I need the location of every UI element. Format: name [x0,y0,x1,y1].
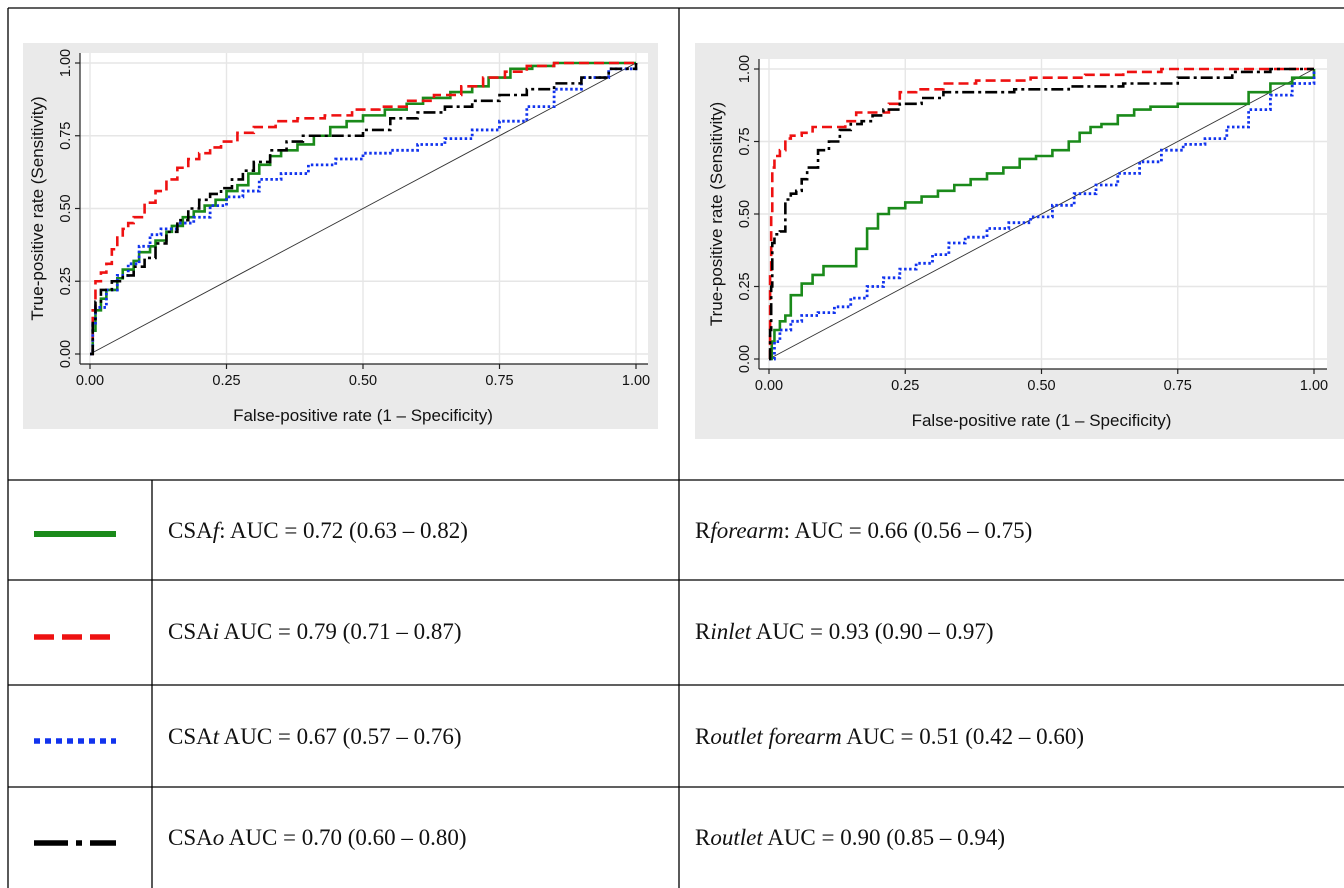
y-tick-label: 0.75 [737,127,753,155]
roc-chart-ratio: 0.000.00 0.25 0.25 0.50 0.50 0.75 0.75 1.00 1.00… [695,43,1344,439]
series-line-rinlet [768,67,1314,361]
legend-swatch-solid-green [34,531,116,537]
legend-label-csao: CSAo AUC = 0.70 (0.60 – 0.80) [168,825,467,850]
legend-label-csaf: CSAf: AUC = 0.72 (0.63 – 0.82) [168,518,468,543]
y-tick-label: 0.50 [737,200,753,228]
reference-diagonal [89,62,637,355]
y-tick-label: 0.25 [58,267,74,295]
x-tick-label: 1.00 [622,373,650,389]
x-tick-label: 1.00 [1300,378,1328,394]
legend-label-rinlet: Rinlet AUC = 0.93 (0.90 – 0.97) [695,619,994,644]
roc-chart-csa: 0.000.00 0.25 0.25 0.50 0.50 0.75 0.75 1.00 1.00… [23,43,658,429]
x-tick-label: 0.50 [349,373,377,389]
y-tick-label: 1.00 [58,49,74,77]
x-tick-label: 0.25 [212,373,240,389]
legend-label-csat: CSAt AUC = 0.67 (0.57 – 0.76) [168,724,462,749]
legend-label-routlet: Routlet AUC = 0.90 (0.85 – 0.94) [695,825,1006,850]
series-line-csao [90,63,638,356]
y-tick-label: 0.25 [737,272,753,300]
legend-label-csai: CSAi AUC = 0.79 (0.71 – 0.87) [168,619,462,644]
x-tick-label: 0.00 [755,378,783,394]
y-axis-title: True-positive rate (Sensitivity) [28,96,47,320]
legend-swatch-dashdot-black [34,840,116,846]
x-axis-title: False-positive rate (1 – Specificity) [912,411,1172,430]
y-tick-label: 0.75 [58,122,74,150]
reference-diagonal [768,68,1315,360]
legend-label-routlet-forearm: Routlet forearm AUC = 0.51 (0.42 – 0.60) [695,724,1085,749]
x-tick-label: 0.75 [485,373,513,389]
y-tick-label: 0.00 [737,345,753,373]
series-line-routlet [768,67,1314,361]
x-tick-label: 0.00 [76,373,104,389]
x-tick-label: 0.25 [891,378,919,394]
y-tick-label: 1.00 [737,55,753,83]
legend-swatch-dashed-red [34,634,116,640]
series-line-csai [90,61,636,356]
series-line-rforearm [769,69,1316,361]
y-tick-label: 0.00 [58,340,74,368]
legend-swatch-dotted-blue [34,738,116,744]
series-line-csat [90,63,638,356]
x-axis-title: False-positive rate (1 – Specificity) [233,406,493,425]
legend-label-rforearm: Rforearm: AUC = 0.66 (0.56 – 0.75) [695,518,1033,543]
series-line-routlet-forearm [769,69,1316,361]
y-tick-label: 0.50 [58,194,74,222]
y-axis-title: True-positive rate (Sensitivity) [707,102,726,326]
x-tick-label: 0.75 [1164,378,1192,394]
x-tick-label: 0.50 [1027,378,1055,394]
